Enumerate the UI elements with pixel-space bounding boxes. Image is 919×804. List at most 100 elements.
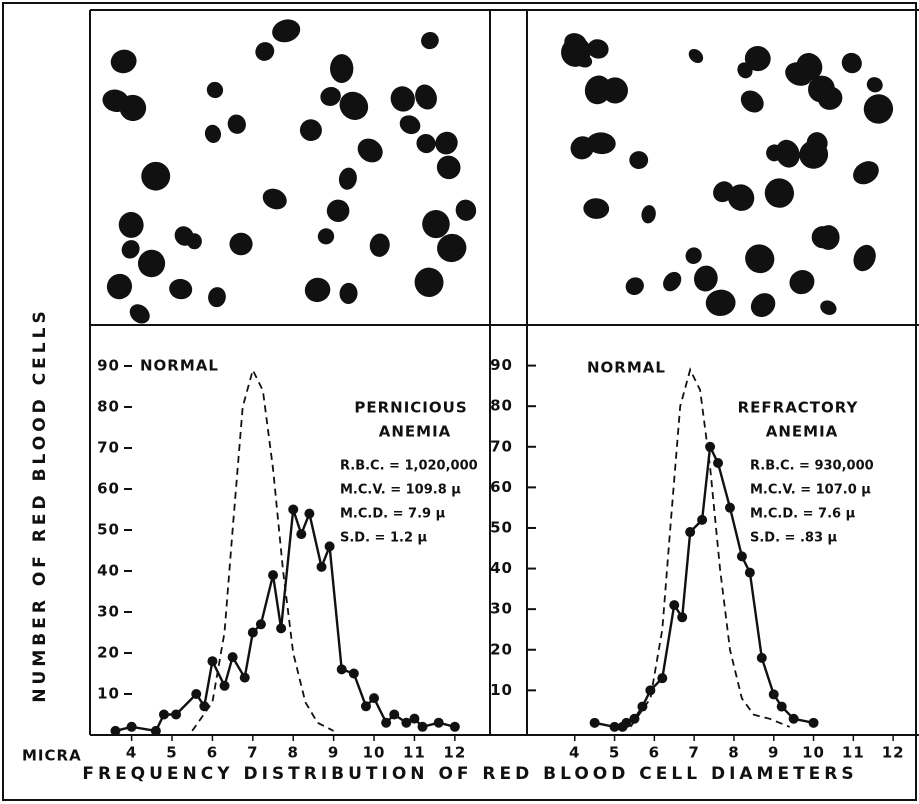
y-tick-label: 80 <box>97 398 120 416</box>
x-tick-label: 7 <box>688 744 699 762</box>
normal-curve <box>191 367 335 732</box>
data-point <box>685 527 696 538</box>
cell <box>110 49 137 74</box>
cell <box>338 167 357 190</box>
data-point <box>247 627 258 638</box>
cell <box>663 271 682 292</box>
cell <box>583 198 610 219</box>
data-point <box>657 673 668 684</box>
stat-annotation: S.D. = 1.2 μ <box>340 531 428 546</box>
data-point <box>637 701 648 712</box>
y-tick-label: 30 <box>490 600 513 618</box>
x-tick-label: 8 <box>728 744 739 762</box>
y-tick-label: 10 <box>97 685 120 703</box>
y-tick-label: 20 <box>490 640 513 658</box>
cell <box>841 52 862 74</box>
cell <box>785 62 813 86</box>
stat-annotation: M.C.D. = 7.9 μ <box>340 507 446 522</box>
data-point <box>110 725 121 736</box>
cell <box>399 115 421 135</box>
cell <box>764 178 795 208</box>
data-point <box>304 508 315 519</box>
cell <box>799 140 829 169</box>
cell <box>436 155 461 180</box>
cell <box>208 287 226 308</box>
y-tick-label: 70 <box>490 437 513 455</box>
cell <box>587 39 609 59</box>
normal-curve <box>629 367 791 728</box>
cell <box>435 131 458 155</box>
data-point <box>401 717 412 728</box>
data-point <box>449 721 460 732</box>
panel-frame <box>89 9 919 736</box>
cell <box>414 267 444 297</box>
x-tick-label: 12 <box>443 744 466 762</box>
x-unit-label: MICRA <box>22 747 82 765</box>
cell <box>421 31 439 50</box>
data-point <box>219 680 230 691</box>
y-tick-label: 20 <box>97 644 120 662</box>
data-point <box>589 717 600 728</box>
data-point <box>369 693 380 704</box>
data-point <box>199 701 210 712</box>
data-point <box>316 561 327 572</box>
stat-annotation: M.C.D. = 7.6 μ <box>750 507 856 522</box>
data-point <box>736 551 747 562</box>
cell <box>745 244 775 274</box>
stat-annotation: M.C.V. = 109.8 μ <box>340 483 461 498</box>
data-point <box>276 623 287 634</box>
data-point <box>207 656 218 667</box>
cell <box>102 89 129 113</box>
cell <box>137 249 166 278</box>
cell <box>744 46 771 72</box>
x-tick-label: 6 <box>207 744 218 762</box>
series-label: REFRACTORY <box>738 399 859 417</box>
cell <box>304 277 331 303</box>
stat-annotation: M.C.V. = 107.0 μ <box>750 483 871 498</box>
cell <box>564 33 587 53</box>
data-point <box>158 709 169 720</box>
cell <box>789 270 815 295</box>
cell <box>437 233 467 263</box>
data-point <box>381 717 392 728</box>
cell <box>602 77 628 104</box>
y-tick-label: 80 <box>490 397 513 415</box>
y-tick-label: 60 <box>97 480 120 498</box>
cell <box>586 132 616 155</box>
cell <box>415 84 437 110</box>
x-tick-label: 12 <box>882 744 905 762</box>
cell <box>369 233 390 257</box>
data-point <box>629 713 640 724</box>
stat-annotation: R.B.C. = 1,020,000 <box>340 459 478 474</box>
data-point <box>724 502 735 513</box>
y-tick-label: 90 <box>97 357 120 375</box>
data-point <box>126 721 137 732</box>
series-label: PERNICIOUS <box>354 399 467 417</box>
y-tick-label: 50 <box>97 521 120 539</box>
data-point <box>227 652 238 663</box>
cell <box>737 62 753 79</box>
cell <box>118 211 144 238</box>
cell <box>820 300 837 315</box>
data-point <box>697 514 708 525</box>
cell <box>416 133 436 154</box>
data-point <box>788 713 799 724</box>
cell <box>625 277 644 295</box>
cell <box>688 49 704 64</box>
data-point <box>389 709 400 720</box>
data-point <box>191 689 202 699</box>
cell <box>326 199 350 222</box>
caption: FREQUENCY DISTRIBUTION OF RED BLOOD CELL… <box>82 764 857 784</box>
data-point <box>336 664 347 675</box>
x-tick-label: 9 <box>328 744 339 762</box>
cell <box>317 228 335 245</box>
data-point <box>713 458 724 469</box>
x-tick-label: 6 <box>649 744 660 762</box>
cell <box>853 244 876 272</box>
data-point <box>348 668 359 679</box>
cell <box>766 144 783 162</box>
data-point <box>433 717 444 728</box>
series-label: ANEMIA <box>766 423 839 441</box>
cell <box>339 282 358 304</box>
